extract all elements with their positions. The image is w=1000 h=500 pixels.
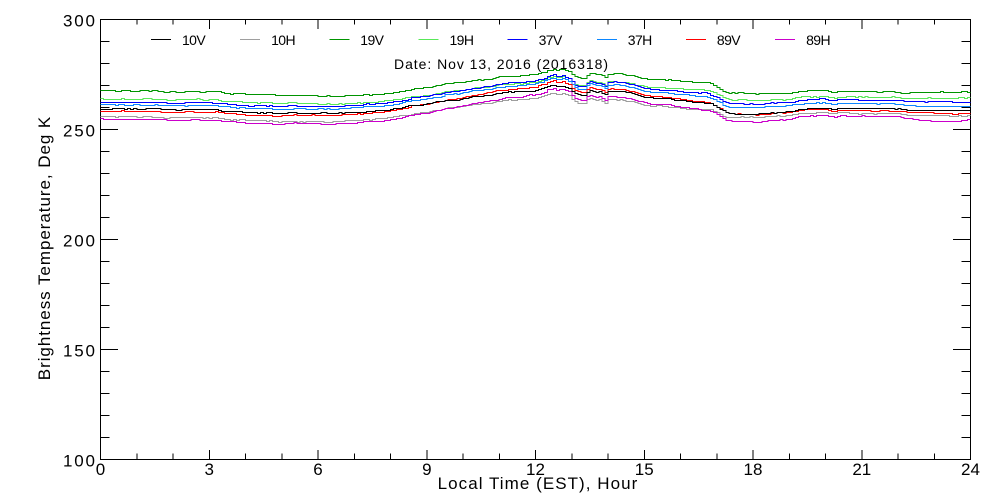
svg-text:250: 250 bbox=[63, 122, 97, 141]
svg-text:18: 18 bbox=[744, 460, 763, 479]
svg-text:150: 150 bbox=[63, 342, 97, 361]
svg-text:6: 6 bbox=[313, 460, 322, 479]
svg-text:89H: 89H bbox=[806, 32, 830, 48]
svg-text:15: 15 bbox=[635, 460, 654, 479]
svg-text:Local Time (EST), Hour: Local Time (EST), Hour bbox=[438, 474, 639, 493]
svg-text:19H: 19H bbox=[450, 32, 474, 48]
svg-text:21: 21 bbox=[852, 460, 871, 479]
svg-text:100: 100 bbox=[63, 452, 97, 471]
svg-text:300: 300 bbox=[63, 12, 97, 31]
svg-text:37H: 37H bbox=[628, 32, 652, 48]
svg-text:12: 12 bbox=[526, 460, 545, 479]
svg-text:200: 200 bbox=[63, 232, 97, 251]
svg-text:10V: 10V bbox=[182, 32, 206, 48]
svg-text:9: 9 bbox=[422, 460, 431, 479]
svg-text:19V: 19V bbox=[360, 32, 384, 48]
svg-text:Date: Nov 13, 2016 (2016318): Date: Nov 13, 2016 (2016318) bbox=[394, 56, 609, 72]
svg-text:0: 0 bbox=[96, 460, 105, 479]
svg-text:10H: 10H bbox=[271, 32, 295, 48]
svg-text:Brightness Temperature, Deg K: Brightness Temperature, Deg K bbox=[35, 116, 54, 380]
svg-text:3: 3 bbox=[204, 460, 213, 479]
svg-text:89V: 89V bbox=[717, 32, 741, 48]
svg-text:24: 24 bbox=[961, 460, 980, 479]
svg-text:37V: 37V bbox=[539, 32, 563, 48]
